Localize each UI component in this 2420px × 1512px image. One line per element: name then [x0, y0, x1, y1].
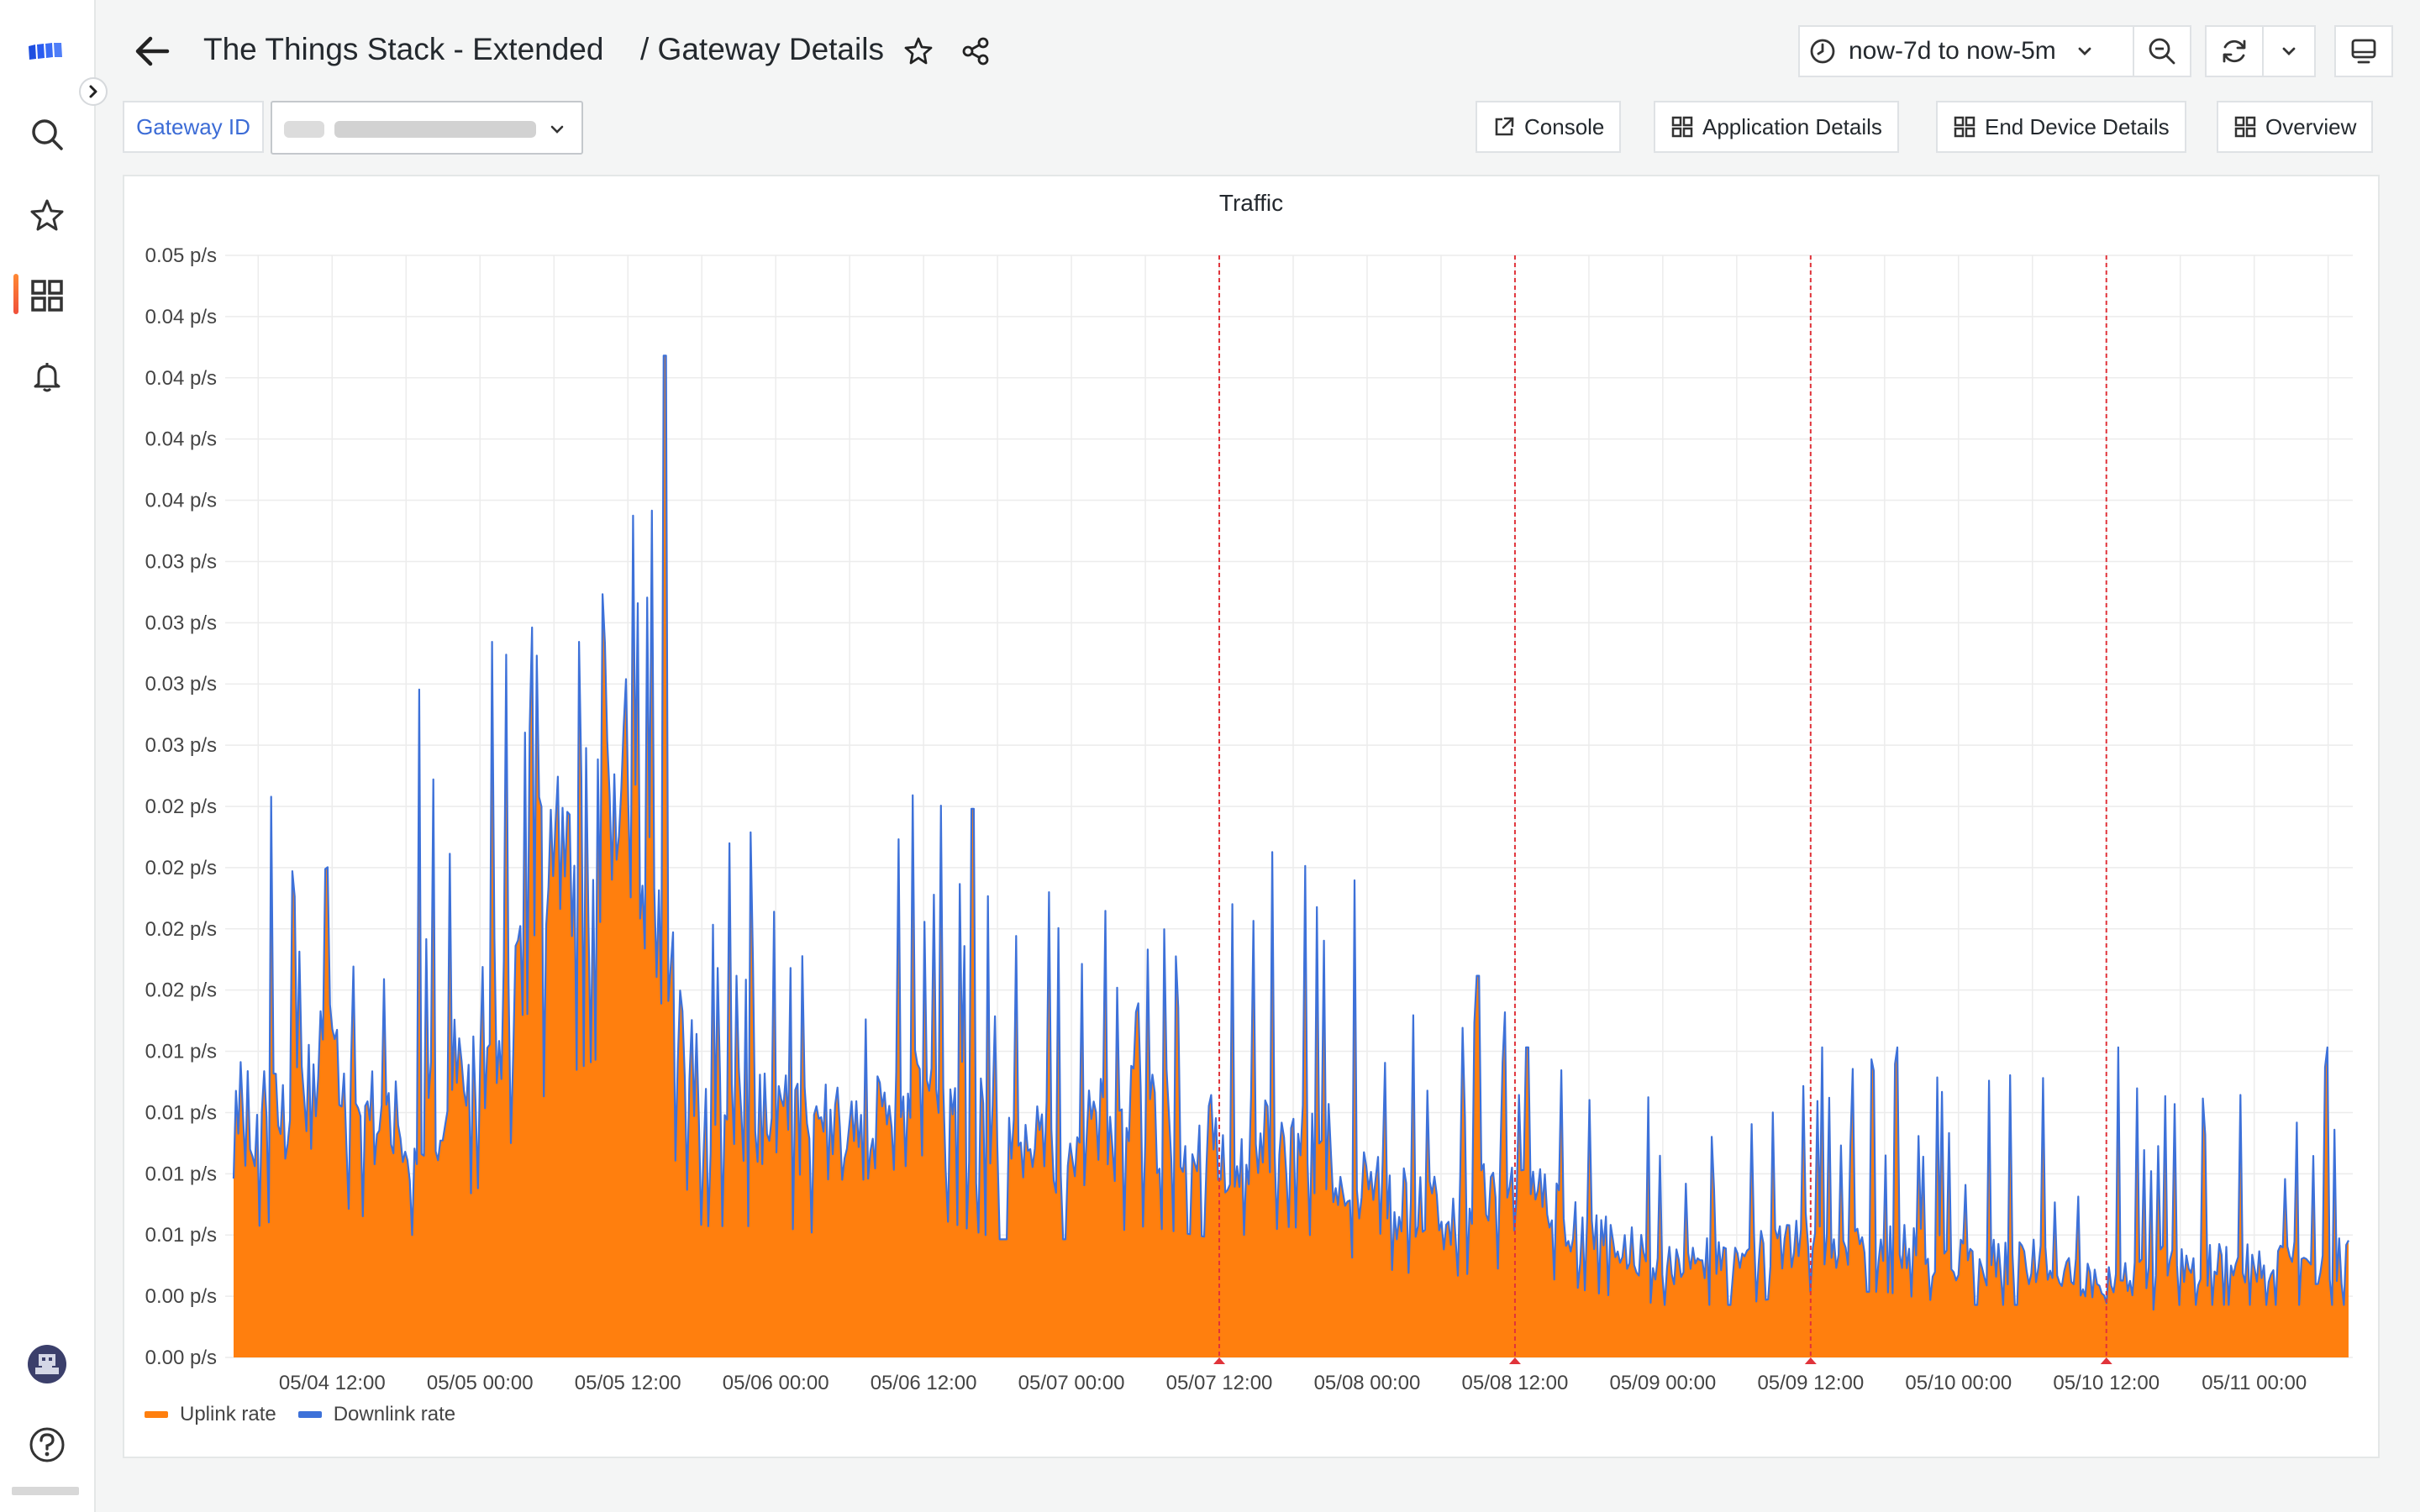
sidebar-scrollbar[interactable] — [12, 1487, 79, 1495]
panel-title[interactable]: Traffic — [1218, 190, 1284, 216]
dashboard-icon — [1671, 116, 1693, 138]
x-tick-label: 05/07 12:00 — [1166, 1372, 1273, 1394]
y-tick-label: 0.00 p/s — [145, 1285, 217, 1308]
legend-uplink[interactable]: Uplink rate — [145, 1403, 276, 1426]
end-device-details-label: End Device Details — [1985, 113, 2170, 139]
external-link-icon — [1495, 117, 1514, 136]
zoom-out-button[interactable] — [2133, 25, 2191, 77]
console-link[interactable]: Console — [1476, 101, 1622, 153]
chevron-right-icon — [89, 85, 97, 98]
legend-downlink-label: Downlink rate — [333, 1403, 456, 1425]
monitor-icon — [2351, 39, 2376, 64]
application-details-link[interactable]: Application Details — [1654, 101, 1899, 153]
chevron-down-icon — [550, 125, 564, 134]
x-tick-label: 05/06 12:00 — [871, 1372, 977, 1394]
app-title[interactable]: The Things Stack - Extended — [203, 32, 604, 66]
gateway-id-select[interactable] — [271, 101, 583, 155]
page-title[interactable]: / Gateway Details — [640, 32, 884, 66]
logo-icon — [29, 43, 62, 60]
x-tick-label: 05/06 00:00 — [723, 1372, 829, 1394]
y-tick-label: 0.01 p/s — [145, 1101, 217, 1124]
x-tick-label: 05/08 00:00 — [1314, 1372, 1421, 1394]
y-tick-label: 0.03 p/s — [145, 612, 217, 634]
y-tick-label: 0.01 p/s — [145, 1224, 217, 1247]
legend-uplink-label: Uplink rate — [180, 1403, 276, 1425]
kiosk-mode-button[interactable] — [2334, 25, 2393, 77]
end-device-details-link[interactable]: End Device Details — [1936, 101, 2186, 153]
y-tick-label: 0.02 p/s — [145, 979, 217, 1002]
dashboards-icon[interactable] — [18, 267, 76, 324]
x-tick-label: 05/04 12:00 — [279, 1372, 386, 1394]
grafana-logo[interactable] — [18, 24, 76, 81]
x-tick-label: 05/10 12:00 — [2053, 1372, 2160, 1394]
y-tick-label: 0.04 p/s — [145, 306, 217, 328]
y-tick-label: 0.01 p/s — [145, 1041, 217, 1063]
annotation-marker — [1804, 1357, 1817, 1364]
user-avatar[interactable] — [18, 1336, 76, 1393]
refresh-interval-dropdown[interactable] — [2262, 25, 2316, 77]
overview-link[interactable]: Overview — [2217, 101, 2374, 153]
x-tick-label: 05/09 00:00 — [1609, 1372, 1716, 1394]
chevron-down-icon — [2282, 47, 2296, 55]
x-tick-label: 05/08 12:00 — [1462, 1372, 1569, 1394]
y-tick-label: 0.02 p/s — [145, 918, 217, 941]
redacted-value — [284, 121, 324, 138]
annotation-marker — [2100, 1357, 2112, 1364]
star-icon[interactable] — [899, 32, 938, 71]
help-icon[interactable] — [18, 1416, 76, 1473]
traffic-chart[interactable]: 0.00 p/s 0.00 p/s 0.01 p/s 0.01 p/s 0.01 p/s… — [124, 176, 2378, 1457]
x-tick-label: 05/11 00:00 — [2202, 1372, 2307, 1394]
time-range-text: now-7d to now-5m — [1849, 37, 2056, 65]
gateway-id-label: Gateway ID — [123, 101, 264, 153]
application-details-label: Application Details — [1702, 113, 1882, 139]
y-tick-label: 0.02 p/s — [145, 795, 217, 818]
dashboard-icon — [1954, 116, 1975, 138]
redacted-value — [334, 121, 536, 138]
y-tick-label: 0.04 p/s — [145, 428, 217, 451]
alerting-bell-icon[interactable] — [18, 348, 76, 405]
legend-downlink[interactable]: Downlink rate — [297, 1403, 456, 1426]
refresh-button[interactable] — [2205, 25, 2264, 77]
y-tick-label: 0.01 p/s — [145, 1163, 217, 1185]
uplink-rate-area — [234, 355, 2349, 1357]
x-tick-label: 05/07 00:00 — [1018, 1372, 1125, 1394]
chart-legend: Uplink rate Downlink rate — [145, 1403, 477, 1426]
clock-icon — [1810, 39, 1835, 64]
arrow-left-icon — [135, 36, 170, 66]
x-tick-label: 05/09 12:00 — [1757, 1372, 1864, 1394]
starred-icon[interactable] — [18, 186, 76, 244]
downlink-rate-line — [232, 354, 2349, 1311]
traffic-panel[interactable]: Traffic 0.00 p/s 0.00 p/s 0.01 p/s 0.01 p/s… — [123, 175, 2380, 1458]
console-link-label: Console — [1524, 113, 1605, 139]
sidebar-expand-button[interactable] — [79, 77, 108, 106]
y-tick-label: 0.04 p/s — [145, 367, 217, 390]
y-tick-label: 0.03 p/s — [145, 673, 217, 696]
y-tick-label: 0.05 p/s — [145, 244, 217, 267]
y-tick-label: 0.04 p/s — [145, 490, 217, 512]
legend-swatch-uplink — [145, 1411, 168, 1418]
share-icon[interactable] — [956, 32, 995, 71]
time-range-picker[interactable]: now-7d to now-5m — [1798, 25, 2134, 77]
sidebar — [0, 0, 96, 1512]
back-button[interactable] — [126, 29, 178, 74]
overview-label: Overview — [2265, 113, 2357, 139]
x-tick-label: 05/10 00:00 — [1905, 1372, 2012, 1394]
search-icon[interactable] — [18, 106, 76, 163]
annotation-marker — [1508, 1357, 1521, 1364]
refresh-icon — [2223, 39, 2246, 63]
zoom-out-icon — [2149, 38, 2175, 65]
y-tick-label: 0.02 p/s — [145, 857, 217, 879]
x-tick-label: 05/05 00:00 — [427, 1372, 534, 1394]
y-tick-label: 0.00 p/s — [145, 1347, 217, 1369]
chevron-down-icon — [2078, 47, 2091, 55]
legend-swatch-downlink — [297, 1411, 322, 1418]
y-tick-label: 0.03 p/s — [145, 734, 217, 757]
annotation-marker — [1213, 1357, 1226, 1364]
x-tick-label: 05/05 12:00 — [575, 1372, 681, 1394]
y-tick-label: 0.03 p/s — [145, 550, 217, 573]
dashboard-icon — [2234, 116, 2256, 138]
active-indicator — [13, 274, 18, 314]
